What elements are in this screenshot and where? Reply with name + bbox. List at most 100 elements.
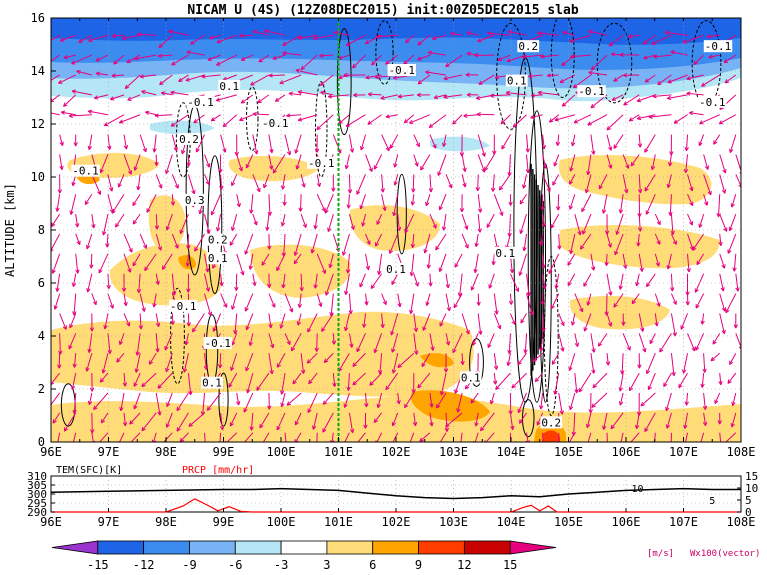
wind-vector-head — [393, 181, 398, 186]
wind-vector — [98, 253, 109, 274]
wind-vector — [606, 432, 608, 442]
wind-vector — [573, 412, 576, 436]
wind-vector — [119, 333, 125, 345]
wind-vector — [282, 52, 302, 56]
wind-vector-head — [557, 245, 562, 250]
contour-label: 0.2 — [518, 40, 538, 53]
wind-vector-head — [322, 269, 327, 274]
wind-vector — [370, 273, 383, 289]
wind-vector — [687, 213, 693, 226]
wind-vector-head — [686, 91, 691, 96]
wind-vector — [298, 293, 302, 308]
wind-vector — [526, 154, 529, 174]
wind-vector — [574, 293, 584, 313]
wind-vector-head — [604, 230, 610, 235]
wind-vector-head — [569, 180, 574, 185]
wind-vector — [379, 353, 383, 374]
wind-vector-head — [525, 148, 530, 153]
wind-vector-head — [192, 327, 197, 333]
wind-vector — [445, 54, 463, 68]
wind-vector — [520, 313, 527, 324]
wind-vector — [719, 432, 722, 442]
wind-vector — [558, 233, 561, 250]
wind-vector — [461, 174, 466, 188]
contour-label: -0.1 — [72, 165, 99, 178]
wind-vector-head — [470, 286, 475, 291]
wind-vector — [490, 392, 495, 405]
wind-vector — [179, 213, 189, 234]
wind-vector — [52, 253, 61, 274]
wind-vector — [433, 94, 447, 99]
wind-vector-head — [700, 383, 705, 388]
wind-vector-head — [448, 183, 453, 189]
wind-vector-head — [248, 341, 253, 346]
wind-vector-head — [92, 300, 97, 306]
contour-label: 0.1 — [208, 252, 228, 265]
wind-vector-head — [306, 359, 312, 364]
contour-label: -0.1 — [187, 96, 214, 109]
wind-vector-head — [307, 408, 312, 414]
wind-vector-head — [87, 109, 93, 114]
wind-vector — [670, 313, 676, 337]
wind-vector — [371, 54, 382, 66]
wind-vector — [323, 352, 334, 363]
wind-vector-head — [730, 423, 735, 428]
wind-vector-head — [223, 303, 228, 308]
wind-vector-head — [240, 270, 245, 276]
wind-vector-head — [264, 29, 269, 34]
wind-vector — [342, 233, 350, 256]
wind-vector — [669, 154, 672, 167]
wind-vector-head — [623, 264, 628, 269]
wind-vector — [640, 392, 656, 407]
wind-vector-head — [188, 422, 193, 427]
wind-vector-head — [518, 419, 524, 424]
colorbar-swatch — [143, 540, 190, 555]
wind-vector — [51, 54, 60, 63]
wind-vector — [153, 293, 157, 308]
wind-vector-head — [404, 403, 409, 409]
wind-vector — [307, 392, 318, 413]
wind-vector-head — [217, 364, 223, 369]
wind-vector — [542, 154, 547, 169]
wind-vector-head — [157, 246, 163, 251]
wind-vector-head — [328, 263, 333, 269]
wind-vector — [71, 372, 77, 390]
wind-vector — [410, 253, 415, 276]
wind-vector — [145, 111, 157, 116]
wind-vector — [86, 233, 93, 250]
wind-vector — [622, 174, 628, 194]
wind-vector-head — [478, 80, 483, 85]
wind-vector-head — [696, 260, 701, 266]
wind-vector-head — [427, 50, 433, 56]
wind-vector-head — [204, 446, 207, 450]
wind-vector — [348, 174, 351, 194]
wind-vector-head — [173, 147, 178, 152]
wind-vector — [239, 114, 254, 121]
wind-vector-head — [429, 403, 434, 408]
wind-vector-head — [506, 361, 511, 367]
wind-vector-head — [618, 209, 624, 214]
wind-vector-head — [126, 58, 131, 64]
colorbar-end-left — [51, 540, 99, 555]
wind-vector-head — [363, 424, 368, 429]
wind-vector-head — [466, 51, 471, 57]
wind-vector — [654, 253, 660, 267]
wind-vector-head — [443, 94, 448, 99]
wind-vector — [283, 194, 286, 206]
wind-vector-head — [494, 74, 500, 80]
wind-vector-head — [282, 51, 287, 56]
wind-vector — [346, 34, 366, 46]
wind-vector-head — [168, 29, 173, 34]
x-tick-label: 104E — [497, 445, 526, 459]
wind-vector — [111, 74, 125, 77]
wind-vector-head — [613, 144, 618, 149]
wind-vector-head — [540, 300, 545, 305]
wind-vector-head — [184, 340, 189, 346]
wind-vector — [176, 412, 189, 432]
wind-vector-head — [300, 65, 306, 71]
wind-vector-head — [644, 78, 650, 83]
wind-vector — [202, 392, 206, 416]
wind-vector-head — [432, 35, 437, 41]
wind-vector — [212, 313, 222, 332]
wind-vector — [571, 134, 576, 147]
